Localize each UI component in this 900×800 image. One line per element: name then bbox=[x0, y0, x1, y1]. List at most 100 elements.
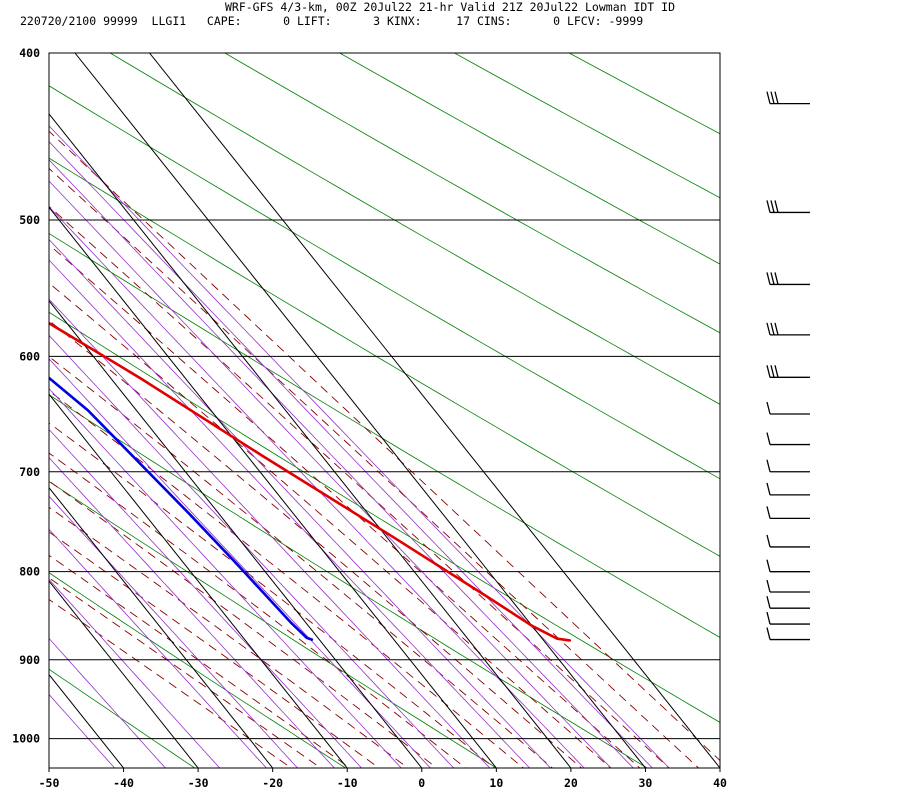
barb-flag bbox=[766, 482, 771, 496]
isotherm bbox=[149, 53, 720, 768]
x-tick-label: -40 bbox=[113, 776, 134, 790]
wind-barb bbox=[766, 506, 810, 520]
barb-flag bbox=[770, 322, 775, 336]
barb-flag bbox=[766, 365, 771, 378]
mixing-ratio-line bbox=[49, 637, 166, 768]
dry-adiabat bbox=[224, 53, 720, 334]
barb-flag bbox=[766, 579, 771, 593]
wind-barb bbox=[766, 432, 810, 446]
dry-adiabat bbox=[49, 85, 720, 480]
plot-frame bbox=[48, 52, 721, 769]
barb-flag bbox=[766, 559, 771, 572]
wind-barb bbox=[766, 365, 810, 378]
moist-adiabat bbox=[49, 598, 293, 768]
isotherm bbox=[49, 113, 572, 768]
mixing-ratio-line bbox=[49, 141, 653, 768]
barb-flag bbox=[770, 91, 775, 104]
isotherm bbox=[49, 206, 497, 768]
moist-adiabat bbox=[49, 422, 496, 768]
isotherm bbox=[49, 393, 348, 768]
barb-flag bbox=[766, 506, 771, 519]
x-tick-label: -20 bbox=[262, 776, 283, 790]
barb-flag bbox=[770, 200, 775, 213]
isotherm bbox=[49, 299, 423, 768]
barb-flag bbox=[774, 200, 779, 213]
moist-adiabat bbox=[49, 319, 583, 768]
barb-flag bbox=[774, 272, 779, 285]
background-lines bbox=[49, 53, 720, 768]
mixing-ratio-line bbox=[49, 428, 363, 768]
x-tick-label: 40 bbox=[713, 776, 727, 790]
x-tick-label: 0 bbox=[418, 776, 425, 790]
barb-flag bbox=[770, 365, 775, 378]
x-tick-label: -10 bbox=[337, 776, 358, 790]
dry-adiabat bbox=[49, 572, 347, 768]
mixing-ratio-line bbox=[49, 206, 585, 768]
wind-barb bbox=[766, 459, 810, 473]
y-tick-label: 700 bbox=[19, 465, 40, 479]
barb-flag bbox=[766, 322, 771, 336]
sounding-trace-0 bbox=[49, 321, 572, 642]
moist-adiabat bbox=[49, 554, 351, 768]
moist-adiabat bbox=[49, 282, 612, 768]
y-tick-label: 800 bbox=[19, 565, 40, 579]
barb-flag bbox=[770, 272, 775, 285]
mixing-ratio-line bbox=[49, 578, 221, 768]
wind-barb bbox=[766, 401, 810, 415]
dry-adiabat bbox=[49, 311, 720, 723]
moist-adiabat bbox=[49, 390, 525, 768]
barb-flag bbox=[766, 401, 771, 415]
y-tick-label: 500 bbox=[19, 213, 40, 227]
chart-title: WRF-GFS 4/3-km, 00Z 20Jul22 21-hr Valid … bbox=[224, 0, 676, 14]
x-axis: -50 -40 -30 -20 -10 0 10 20 30 40 bbox=[39, 768, 727, 790]
dry-adiabat bbox=[49, 481, 498, 768]
dry-adiabat bbox=[49, 233, 720, 638]
sounding-trace-1 bbox=[49, 376, 314, 641]
moist-adiabat bbox=[49, 130, 720, 762]
barb-flag bbox=[766, 627, 771, 640]
mixing-ratio-line bbox=[49, 358, 431, 768]
wind-barb bbox=[766, 200, 810, 214]
barb-flag bbox=[766, 611, 771, 625]
moist-adiabat bbox=[49, 531, 380, 768]
moist-adiabat bbox=[49, 356, 554, 768]
mixing-ratio-line bbox=[49, 125, 670, 768]
wind-barb bbox=[766, 482, 810, 496]
y-tick-label: 600 bbox=[19, 349, 40, 363]
dry-adiabat bbox=[109, 53, 720, 405]
barb-flag bbox=[774, 322, 779, 336]
isotherm bbox=[49, 486, 274, 768]
wind-barb bbox=[766, 91, 810, 105]
grid bbox=[49, 52, 720, 768]
moist-adiabat bbox=[49, 205, 670, 768]
mixing-ratio-line bbox=[49, 495, 299, 768]
mixing-ratio-line bbox=[49, 159, 634, 768]
wind-barb bbox=[766, 611, 810, 625]
wind-barb bbox=[766, 272, 810, 286]
moist-adiabat bbox=[49, 506, 409, 768]
barb-flag bbox=[774, 91, 779, 104]
x-tick-label: -50 bbox=[39, 776, 60, 790]
mixing-ratio-line bbox=[49, 387, 402, 768]
x-tick-label: 10 bbox=[489, 776, 503, 790]
wind-barb bbox=[766, 627, 810, 641]
x-tick-label: 20 bbox=[564, 776, 578, 790]
mixing-ratio-line bbox=[49, 298, 491, 768]
traces bbox=[49, 321, 572, 642]
barb-flag bbox=[766, 432, 771, 445]
mixing-ratio-line bbox=[49, 259, 531, 768]
barb-flag bbox=[766, 459, 771, 472]
isotherms bbox=[49, 53, 720, 768]
wind-barb bbox=[766, 596, 810, 609]
y-tick-label: 900 bbox=[19, 653, 40, 667]
y-axis: 400 500 600 700 800 900 1000 bbox=[12, 46, 40, 746]
barb-flag bbox=[766, 200, 771, 213]
barb-flag bbox=[766, 272, 771, 285]
mixing-ratio-line bbox=[49, 528, 267, 768]
sounding-stats: 220720/2100 99999 LLGI1 CAPE: 0 LIFT: 3 … bbox=[20, 14, 644, 28]
wind-barb bbox=[766, 559, 810, 573]
moist-adiabat bbox=[49, 452, 467, 768]
mixing-ratio-line bbox=[49, 238, 552, 768]
barb-flag bbox=[766, 596, 771, 609]
